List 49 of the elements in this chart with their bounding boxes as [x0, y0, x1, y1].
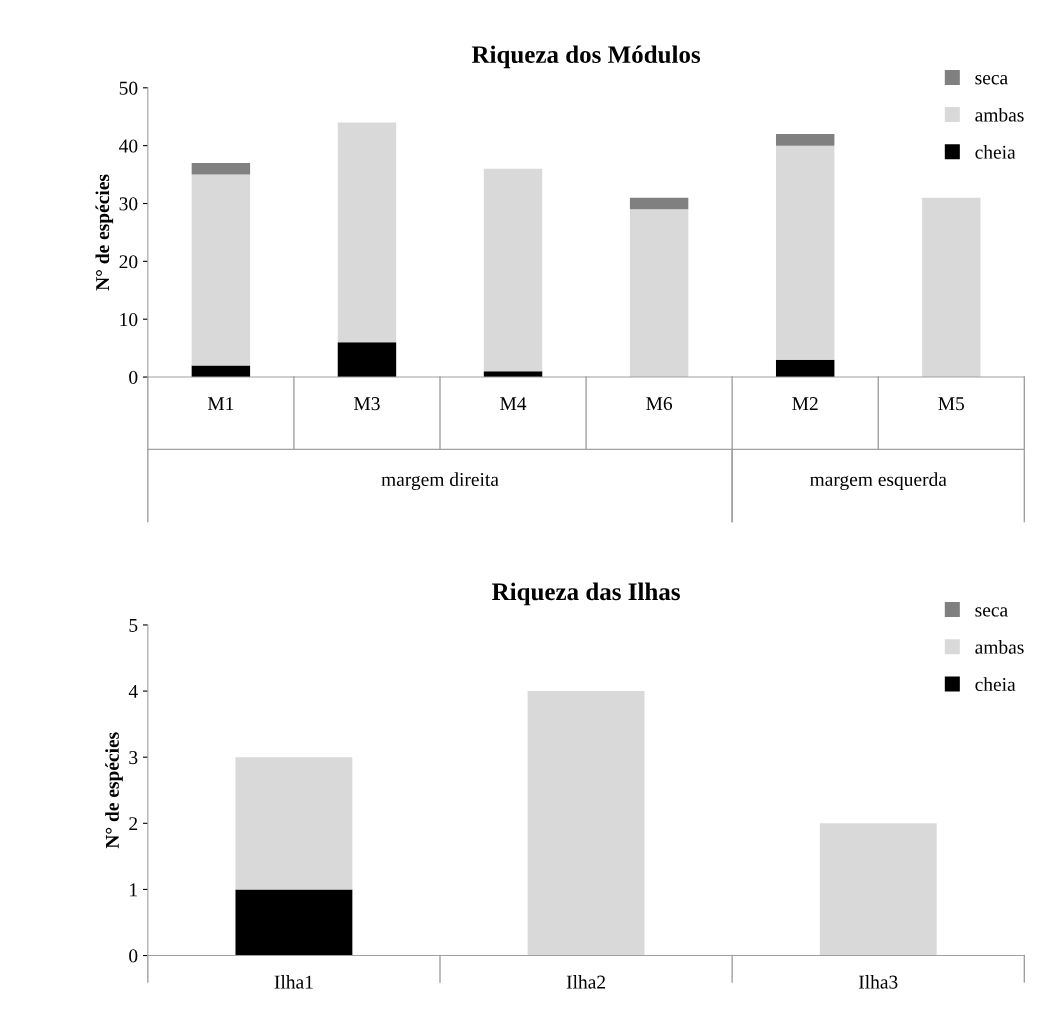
- x-tick-label: Ilha3: [858, 974, 898, 989]
- bar: [337, 342, 397, 378]
- legend-label: seca: [975, 75, 1008, 85]
- y-tick-label: 50: [119, 81, 138, 95]
- y-tick-label: 2: [129, 817, 138, 831]
- bar: [191, 365, 251, 378]
- chart-title: Riqueza das Ilhas: [492, 582, 680, 606]
- y-tick-label: 40: [119, 139, 138, 153]
- text: margem direita: [381, 472, 499, 491]
- legend-label: ambas: [975, 107, 1024, 122]
- legend-label: cheia: [975, 145, 1016, 159]
- y-tick-label: 0: [129, 370, 138, 384]
- bar: [629, 209, 689, 378]
- bar: [483, 168, 543, 372]
- bar: [527, 691, 645, 956]
- x-tick-label: M5: [938, 397, 965, 411]
- x-tick-label: Ilha1: [274, 974, 313, 989]
- y-tick-label: 3: [129, 751, 138, 765]
- x-tick-label: Ilha2: [566, 974, 605, 989]
- legend-label: cheia: [975, 677, 1016, 691]
- bar: [775, 134, 835, 146]
- bar: [235, 757, 353, 890]
- bar: [819, 823, 937, 956]
- y-axis-title: N° de espécies: [105, 732, 123, 849]
- bar: [629, 197, 689, 210]
- x-tick-label: M4: [500, 397, 527, 410]
- y-tick-label: 1: [130, 883, 137, 897]
- legend-label: ambas: [975, 640, 1024, 654]
- y-tick-label: 5: [129, 618, 138, 632]
- x-tick-label: M6: [646, 397, 673, 411]
- x-tick-label: M3: [354, 397, 380, 411]
- x-tick-label: M2: [792, 397, 818, 410]
- y-axis-title: N° de espécies: [95, 174, 114, 291]
- bar: [775, 359, 835, 378]
- x-tick-label: M1: [207, 397, 234, 410]
- chart-title: Riqueza dos Módulos: [471, 45, 701, 69]
- bar: [191, 163, 251, 175]
- bar: [235, 889, 353, 956]
- y-tick-label: 0: [129, 949, 138, 963]
- bar: [775, 145, 835, 360]
- text: margem esquerda: [809, 472, 947, 491]
- y-tick-label: 4: [128, 685, 138, 698]
- legend-label: seca: [975, 607, 1008, 617]
- bar: [337, 122, 397, 343]
- y-tick-label: 20: [119, 255, 138, 269]
- y-tick-label: 10: [120, 313, 138, 327]
- bar: [191, 174, 251, 366]
- y-tick-label: 30: [119, 197, 138, 211]
- bar: [922, 197, 981, 378]
